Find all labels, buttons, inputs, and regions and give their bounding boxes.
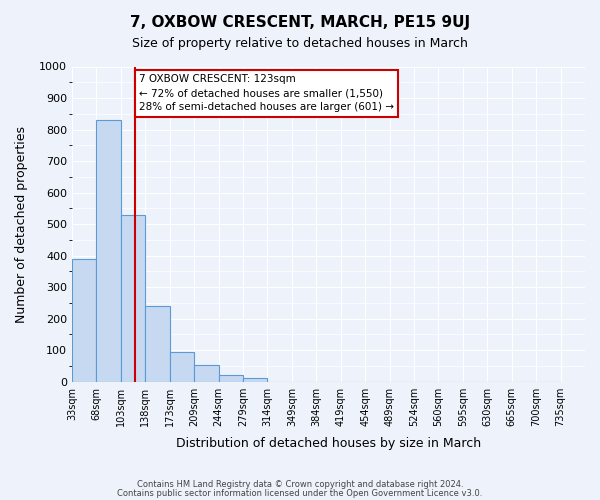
Bar — [72, 258, 97, 382]
Bar — [97, 120, 121, 382]
Bar — [194, 366, 218, 382]
Bar — [243, 378, 268, 382]
Text: 7, OXBOW CRESCENT, MARCH, PE15 9UJ: 7, OXBOW CRESCENT, MARCH, PE15 9UJ — [130, 15, 470, 30]
Text: 7 OXBOW CRESCENT: 123sqm
← 72% of detached houses are smaller (1,550)
28% of sem: 7 OXBOW CRESCENT: 123sqm ← 72% of detach… — [139, 74, 394, 112]
Bar — [121, 214, 145, 382]
Text: Contains HM Land Registry data © Crown copyright and database right 2024.: Contains HM Land Registry data © Crown c… — [137, 480, 463, 489]
Bar — [218, 374, 243, 382]
Y-axis label: Number of detached properties: Number of detached properties — [15, 126, 28, 322]
Text: Contains public sector information licensed under the Open Government Licence v3: Contains public sector information licen… — [118, 489, 482, 498]
Bar — [170, 352, 194, 382]
Bar — [145, 306, 170, 382]
Text: Size of property relative to detached houses in March: Size of property relative to detached ho… — [132, 38, 468, 51]
X-axis label: Distribution of detached houses by size in March: Distribution of detached houses by size … — [176, 437, 481, 450]
